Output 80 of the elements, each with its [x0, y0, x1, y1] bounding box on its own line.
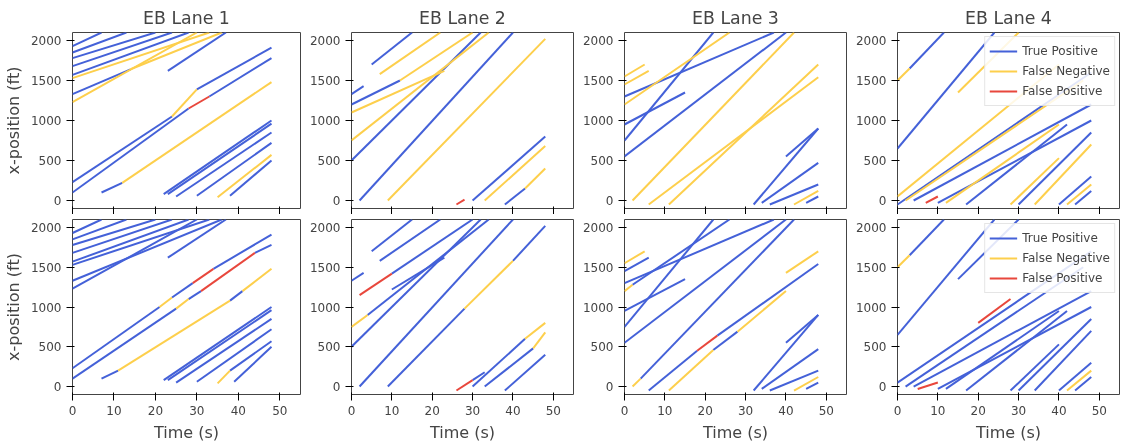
x-axis-title: Time (s) — [152, 422, 220, 442]
x-tick-label: 20 — [970, 403, 986, 418]
y-tick-label: 1500 — [582, 74, 614, 88]
y-tick-label: 0 — [605, 380, 614, 395]
y-tick-label: 1000 — [309, 300, 341, 315]
x-tick-label: 40 — [505, 403, 521, 418]
x-axis-title: Time (s) — [974, 422, 1042, 442]
y-tick-label: 0 — [332, 194, 341, 208]
x-axis-title: Time (s) — [428, 422, 496, 442]
legend-label: True Positive — [1022, 44, 1098, 58]
y-tick-label: 1500 — [855, 260, 887, 275]
x-axis-title: Time (s) — [701, 422, 769, 442]
y-tick-label: 0 — [878, 380, 887, 395]
y-tick-label: 500 — [590, 340, 614, 355]
x-tick-label: 0 — [620, 403, 629, 418]
chart-title: EB Lane 3 — [692, 7, 779, 28]
chart-title: EB Lane 4 — [965, 7, 1052, 28]
y-tick-label: 1500 — [30, 74, 62, 88]
y-tick-label: 2000 — [30, 34, 62, 48]
y-tick-label: 2000 — [309, 220, 341, 235]
x-tick-label: 0 — [68, 403, 77, 418]
y-tick-label: 500 — [38, 340, 62, 355]
y-tick-label: 500 — [590, 154, 614, 168]
y-tick-label: 2000 — [855, 220, 887, 235]
y-tick-label: 1000 — [30, 114, 62, 128]
x-tick-label: 10 — [384, 403, 400, 418]
chart-title: EB Lane 1 — [143, 7, 230, 28]
y-tick-label: 2000 — [582, 220, 614, 235]
x-tick-label: 30 — [464, 403, 481, 418]
x-tick-label: 10 — [657, 403, 673, 418]
y-tick-label: 500 — [317, 154, 341, 168]
chart-title: EB Lane 2 — [419, 7, 506, 28]
legend-label: False Negative — [1022, 64, 1110, 78]
y-tick-label: 2000 — [309, 34, 341, 48]
y-tick-label: 0 — [332, 380, 341, 395]
y-tick-label: 2000 — [582, 34, 614, 48]
y-tick-label: 500 — [38, 154, 62, 168]
x-tick-label: 40 — [778, 403, 794, 418]
x-tick-label: 40 — [230, 403, 246, 418]
y-tick-label: 0 — [605, 194, 614, 208]
y-tick-label: 1000 — [582, 114, 614, 128]
x-tick-label: 10 — [930, 403, 946, 418]
y-tick-label: 0 — [53, 194, 62, 208]
y-tick-label: 2000 — [30, 220, 62, 235]
y-tick-label: 1000 — [855, 300, 887, 315]
x-tick-label: 0 — [347, 403, 356, 418]
x-tick-label: 50 — [1091, 403, 1107, 418]
y-tick-label: 0 — [878, 194, 887, 208]
y-tick-label: 2000 — [855, 34, 887, 48]
y-tick-label: 1500 — [855, 74, 887, 88]
x-tick-label: 30 — [189, 403, 205, 418]
y-axis-title: x-position (ft) — [3, 253, 23, 361]
x-tick-label: 50 — [545, 403, 561, 418]
y-tick-label: 1000 — [30, 300, 62, 315]
y-axis-title: x-position (ft) — [3, 66, 23, 175]
x-tick-label: 30 — [1010, 403, 1027, 418]
y-tick-label: 1500 — [309, 260, 341, 275]
x-tick-label: 40 — [1051, 403, 1067, 418]
y-tick-label: 500 — [863, 340, 887, 355]
y-tick-label: 1500 — [30, 260, 62, 275]
y-tick-label: 1000 — [309, 114, 341, 128]
y-tick-label: 500 — [863, 154, 887, 168]
x-tick-label: 20 — [697, 403, 713, 418]
x-tick-label: 30 — [737, 403, 754, 418]
x-tick-label: 50 — [818, 403, 834, 418]
y-tick-label: 1000 — [855, 114, 887, 128]
legend-label: False Positive — [1022, 84, 1103, 98]
x-tick-label: 20 — [424, 403, 440, 418]
y-tick-label: 1000 — [582, 300, 614, 315]
y-tick-label: 1500 — [582, 260, 614, 275]
y-tick-label: 1500 — [309, 74, 341, 88]
y-tick-label: 0 — [53, 380, 62, 395]
legend-label: True Positive — [1022, 231, 1098, 245]
legend-label: False Positive — [1022, 271, 1103, 285]
x-tick-label: 10 — [106, 403, 122, 418]
legend-label: False Negative — [1022, 251, 1110, 265]
y-tick-label: 500 — [317, 340, 341, 355]
x-tick-label: 20 — [147, 403, 164, 418]
x-tick-label: 50 — [272, 403, 288, 418]
x-tick-label: 0 — [893, 403, 902, 418]
